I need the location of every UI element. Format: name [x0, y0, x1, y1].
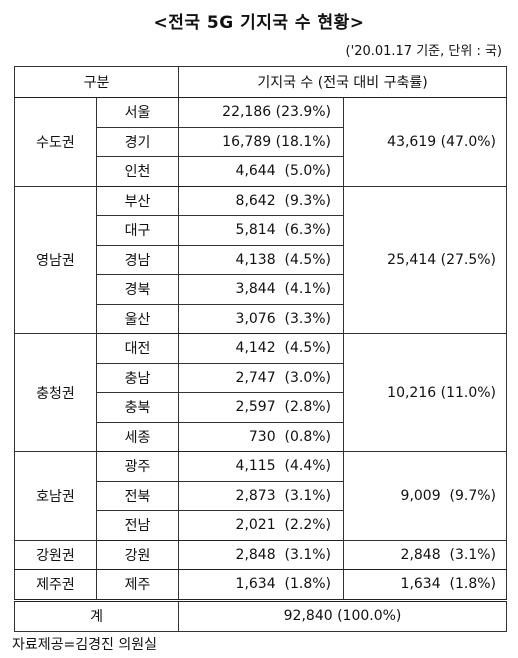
city-cell: 대구 — [95, 215, 180, 246]
table-row: 수도권 서울 22,186 (23.9%) 43,619 (47.0%) — [14, 97, 508, 187]
total-label: 계 — [13, 598, 180, 632]
table-row: 충남 2,747 (3.0%) — [15, 362, 507, 393]
city-cell: 강원 — [95, 539, 180, 570]
table-row: 충청권 대전 4,142 (4.5%) 10,216 (11.0%) — [14, 333, 508, 452]
table-row: 경북 3,844 (4.1%) — [15, 274, 507, 305]
table-row: 강원권 강원 2,848 (3.1%) 2,848 (3.1%) — [14, 539, 508, 570]
header-category: 구분 — [13, 66, 180, 98]
document-title: <전국 5G 기지국 수 현황> — [153, 13, 365, 33]
table-row: 영남권 부산 8,642 (9.3%) 25,414 (27.5%) — [14, 185, 508, 334]
region-total-cell: 10,216 (11.0%) — [343, 333, 508, 452]
table-row: 세종 730 (0.8%) — [15, 421, 507, 452]
city-value-cell: 2,873 (3.1%) — [178, 480, 345, 511]
total-value: 92,840 (100.0%) — [178, 598, 508, 632]
region-total-cell: 1,634 (1.8%) — [343, 569, 508, 601]
city-value-cell: 3,844 (4.1%) — [178, 274, 345, 305]
city-cell: 부산 — [95, 185, 180, 216]
region-cell: 충청권 — [14, 333, 97, 452]
city-value-cell: 5,814 (6.3%) — [178, 215, 345, 246]
city-cell: 전북 — [95, 480, 180, 511]
city-cell: 서울 — [95, 97, 180, 128]
city-value-cell: 4,138 (4.5%) — [178, 244, 345, 275]
city-cell: 대전 — [95, 333, 180, 364]
city-value-cell: 16,789 (18.1%) — [178, 126, 345, 157]
city-cell: 제주 — [95, 569, 180, 601]
table-row: 충북 2,597 (2.8%) — [15, 392, 507, 423]
table-row: 전북 2,873 (3.1%) — [15, 480, 507, 511]
reference-note: ('20.01.17 기준, 단위 : 국) — [345, 44, 502, 59]
table-row: 대구 5,814 (6.3%) — [15, 215, 507, 246]
city-cell: 세종 — [95, 421, 180, 452]
city-value-cell: 4,142 (4.5%) — [178, 333, 345, 364]
header-count: 기지국 수 (전국 대비 구축률) — [178, 66, 508, 98]
city-value-cell: 2,597 (2.8%) — [178, 392, 345, 423]
region-total-cell: 2,848 (3.1%) — [343, 539, 508, 570]
city-cell: 전남 — [95, 510, 180, 541]
region-cell: 영남권 — [14, 185, 97, 334]
city-value-cell: 4,115 (4.4%) — [178, 451, 345, 482]
source-credit: 자료제공=김경진 의원실 — [12, 637, 157, 653]
region-cell: 수도권 — [14, 97, 97, 187]
city-value-cell: 3,076 (3.3%) — [178, 303, 345, 334]
city-cell: 경북 — [95, 274, 180, 305]
table-row: 인천 4,644 (5.0%) — [15, 156, 507, 187]
table-row: 제주권 제주 1,634 (1.8%) 1,634 (1.8%) — [14, 569, 508, 601]
table-body: 수도권 서울 22,186 (23.9%) 43,619 (47.0%) 경기 16,78… — [14, 97, 508, 601]
city-value-cell: 2,021 (2.2%) — [178, 510, 345, 541]
city-cell: 충북 — [95, 392, 180, 423]
city-value-cell: 730 (0.8%) — [178, 421, 345, 452]
city-cell: 경남 — [95, 244, 180, 275]
region-cell: 제주권 — [14, 569, 97, 601]
region-total-cell: 25,414 (27.5%) — [343, 185, 508, 334]
city-cell: 인천 — [95, 156, 180, 187]
region-cell: 강원권 — [14, 539, 97, 570]
table-header-row: 구분 기지국 수 (전국 대비 구축률) — [13, 66, 508, 98]
city-value-cell: 2,848 (3.1%) — [178, 539, 345, 570]
city-cell: 충남 — [95, 362, 180, 393]
total-row: 계 92,840 (100.0%) — [13, 598, 508, 632]
table-row: 울산 3,076 (3.3%) — [15, 303, 507, 334]
table-row: 호남권 광주 4,115 (4.4%) 9,009 (9.7%) — [14, 451, 508, 541]
city-cell: 광주 — [95, 451, 180, 482]
city-value-cell: 22,186 (23.9%) — [178, 97, 345, 128]
region-cell: 호남권 — [14, 451, 97, 541]
city-cell: 울산 — [95, 303, 180, 334]
region-total-cell: 43,619 (47.0%) — [343, 97, 508, 187]
city-value-cell: 1,634 (1.8%) — [178, 569, 345, 601]
table-row: 경남 4,138 (4.5%) — [15, 244, 507, 275]
city-value-cell: 8,642 (9.3%) — [178, 185, 345, 216]
table-row: 경기 16,789 (18.1%) — [15, 126, 507, 157]
city-value-cell: 4,644 (5.0%) — [178, 156, 345, 187]
region-total-cell: 9,009 (9.7%) — [343, 451, 508, 541]
city-cell: 경기 — [95, 126, 180, 157]
base-station-table: 구분 기지국 수 (전국 대비 구축률) 수도권 서울 22,186 (23.9%)… — [13, 66, 508, 632]
city-value-cell: 2,747 (3.0%) — [178, 362, 345, 393]
